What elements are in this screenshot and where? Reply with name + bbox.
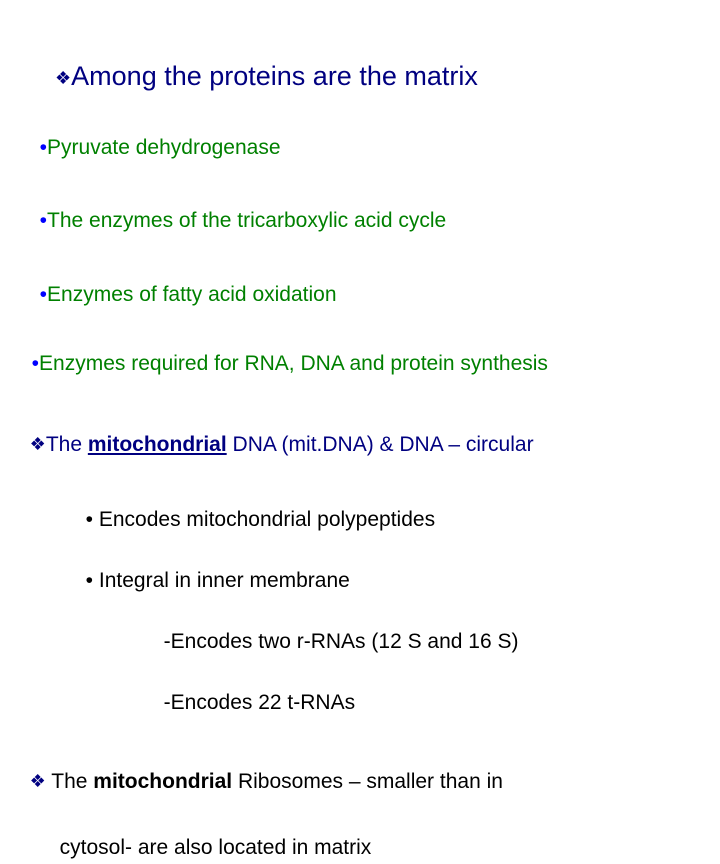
diamond-icon: ❖: [30, 771, 46, 791]
sub-item: • Integral in inner membrane: [74, 536, 708, 597]
list-item: •Enzymes required for RNA, DNA and prote…: [20, 319, 708, 380]
title-line: ❖Among the proteins are the matrix: [40, 18, 708, 96]
list-item: •Enzymes of fatty acid oxidation: [28, 250, 708, 311]
dot-icon: •: [32, 352, 39, 375]
sub-sub-item: -Encodes 22 t-RNAs: [152, 657, 708, 718]
sec3-rest2: cytosol- are also located in matrix: [60, 836, 372, 859]
sub-text: -Encodes 22 t-RNAs: [164, 691, 355, 714]
item-text: Enzymes required for RNA, DNA and protei…: [39, 352, 548, 375]
sec2-bold: mitochondrial: [88, 433, 227, 456]
dot-icon: •: [40, 136, 47, 159]
sec3-bold: mitochondrial: [93, 770, 232, 793]
item-text: Enzymes of fatty acid oxidation: [47, 283, 336, 306]
diamond-icon: ❖: [55, 68, 71, 88]
sec2-prefix: The: [46, 433, 88, 456]
sub-text: Encodes mitochondrial polypeptides: [99, 508, 435, 531]
list-item: •The enzymes of the tricarboxylic acid c…: [28, 175, 708, 236]
diamond-icon: ❖: [30, 434, 46, 454]
sec3-rest1: Ribosomes – smaller than in: [232, 770, 503, 793]
sec3-prefix: The: [46, 770, 93, 793]
dot-icon: •: [86, 508, 93, 531]
dot-icon: •: [40, 209, 47, 232]
sub-sub-item: -Encodes two r-RNAs (12 S and 16 S): [152, 596, 708, 657]
list-item: •Pyruvate dehydrogenase: [28, 102, 708, 163]
dot-icon: •: [86, 569, 93, 592]
section-ribosomes: ❖ The mitochondrial Ribosomes – smaller …: [18, 736, 708, 797]
item-text: Pyruvate dehydrogenase: [47, 136, 281, 159]
section-ribosomes-cont: cytosol- are also located in matrix: [48, 803, 708, 864]
sec2-rest: DNA (mit.DNA) & DNA – circular: [227, 433, 534, 456]
dot-icon: •: [40, 283, 47, 306]
section-mitochondrial-dna: ❖The mitochondrial DNA (mit.DNA) & DNA –…: [18, 400, 708, 461]
sub-text: Integral in inner membrane: [99, 569, 350, 592]
sub-item: • Encodes mitochondrial polypeptides: [74, 475, 708, 536]
sub-text: -Encodes two r-RNAs (12 S and 16 S): [164, 630, 519, 653]
title-text: Among the proteins are the matrix: [71, 61, 478, 91]
item-text: The enzymes of the tricarboxylic acid cy…: [47, 209, 446, 232]
